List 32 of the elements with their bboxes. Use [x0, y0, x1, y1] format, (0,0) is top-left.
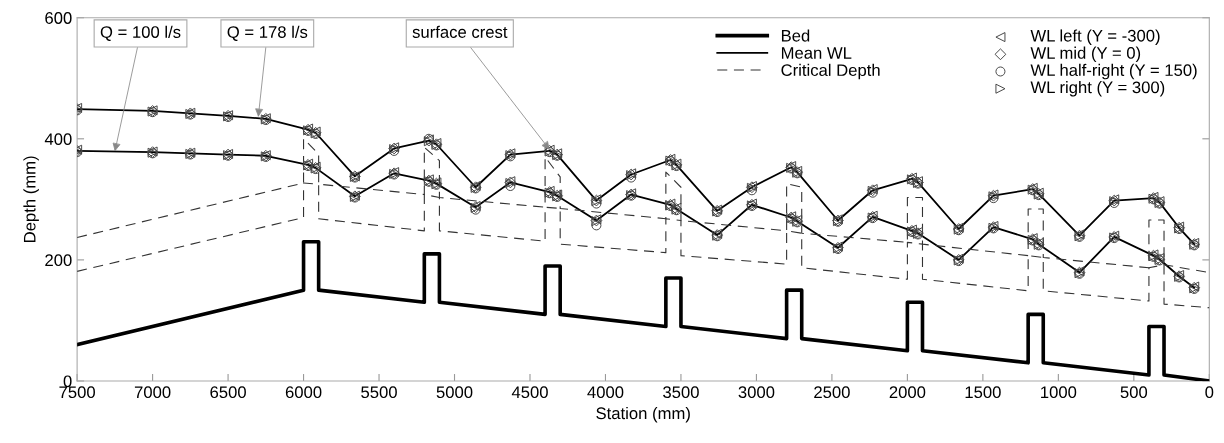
x-tick-label: 1500 [965, 386, 1001, 399]
annotation: surface crest [412, 25, 508, 38]
x-tick-label: 4500 [511, 386, 548, 399]
x-tick-label: 3500 [663, 386, 699, 399]
legend-label: Critical Depth [781, 63, 880, 80]
legend-label: Bed [781, 29, 810, 42]
x-tick-label: 7500 [59, 386, 95, 399]
legend-label: WL right (Y = 300) [1030, 81, 1165, 97]
y-tick-label: 200 [45, 254, 72, 267]
x-tick-label: 5500 [361, 386, 397, 399]
x-tick-label: 6500 [210, 386, 246, 399]
x-tick-label: 500 [1120, 386, 1148, 399]
legend-label: WL half-right (Y = 150) [1030, 63, 1197, 80]
x-axis-title: Station (mm) [596, 406, 690, 423]
y-tick-label: 600 [45, 12, 72, 24]
y-tick-label: 0 [63, 375, 72, 388]
x-tick-label: 2500 [814, 386, 850, 399]
annotation: Q = 178 l/s [227, 25, 308, 41]
x-tick-label: 0 [1205, 386, 1214, 399]
x-tick-label: 4000 [587, 386, 624, 399]
annotation: Q = 100 l/s [100, 25, 181, 41]
x-tick-label: 3000 [738, 386, 775, 399]
legend-label: WL mid (Y = 0) [1030, 46, 1141, 63]
x-tick-label: 7000 [134, 386, 171, 399]
x-tick-label: 6000 [285, 386, 322, 399]
y-tick-label: 400 [44, 133, 72, 146]
legend-label: Mean WL [781, 47, 852, 59]
x-tick-label: 1000 [1041, 386, 1077, 399]
y-axis-title: Depth (mm) [23, 156, 39, 242]
x-tick-label: 5000 [436, 386, 473, 399]
x-tick-label: 2000 [889, 386, 926, 399]
legend-label: WL left (Y = -300) [1030, 29, 1160, 45]
